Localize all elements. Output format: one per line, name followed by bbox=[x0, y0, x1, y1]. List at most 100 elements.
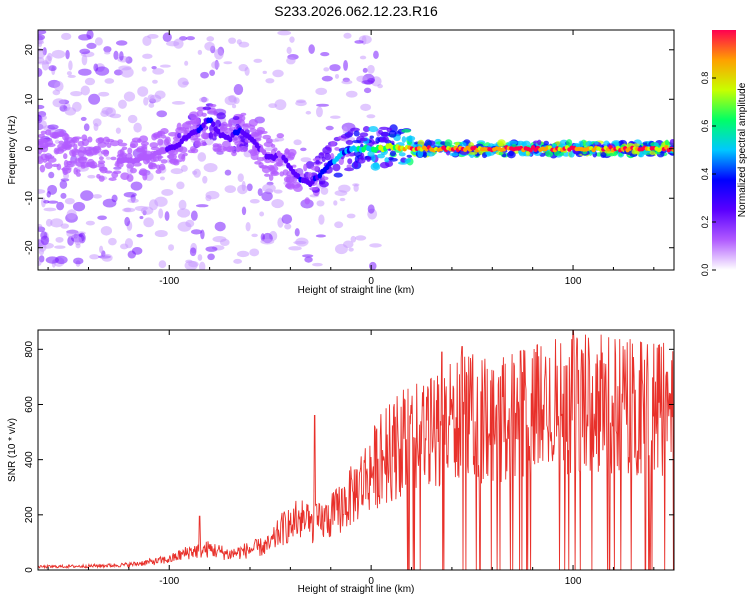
spectrogram-noise-blob bbox=[45, 218, 53, 227]
spectrogram-noise-blob bbox=[260, 233, 265, 242]
spectrogram-blob bbox=[155, 169, 162, 174]
spectrogram-noise-blob bbox=[214, 221, 226, 232]
spectrogram-blob bbox=[347, 130, 354, 136]
spectrogram-blob bbox=[376, 153, 385, 159]
spectrogram-blob bbox=[98, 160, 106, 165]
snr-x-ticks: -100 0 100 bbox=[47, 330, 655, 587]
spectrogram-noise-blob bbox=[103, 46, 112, 53]
spectrogram-x-ticks: -100 0 100 bbox=[47, 30, 655, 287]
spectrogram-noise-blob bbox=[321, 75, 333, 82]
spectrogram-noise-blob bbox=[346, 213, 356, 219]
spectrogram-noise-blob bbox=[259, 211, 265, 217]
spectrogram-blob bbox=[57, 143, 66, 150]
spectrogram-noise-blob bbox=[284, 223, 292, 230]
spectrogram-noise-blob bbox=[205, 194, 212, 202]
spectrogram-y-ticks: -20 -10 0 10 20 bbox=[24, 44, 674, 255]
spectrogram-noise-blob bbox=[113, 50, 119, 60]
spectrogram-blob bbox=[366, 156, 371, 162]
spectrogram-frame bbox=[37, 29, 675, 271]
spectrogram-noise-blob bbox=[47, 124, 59, 130]
spectrogram-noise-blob bbox=[209, 69, 216, 76]
spectrogram-noise-blob bbox=[224, 169, 232, 176]
spectrogram-noise-blob bbox=[207, 253, 215, 261]
spectrogram-blob bbox=[200, 132, 209, 140]
spectrogram-noise-blob bbox=[54, 139, 60, 144]
spectrogram-noise-blob bbox=[78, 68, 92, 76]
spectrogram-noise-blob bbox=[86, 42, 97, 50]
spectrogram-noise-blob bbox=[238, 41, 250, 48]
spectrogram-blob bbox=[545, 150, 554, 158]
spectrogram-noise-blob bbox=[123, 91, 136, 102]
spectrogram-blob bbox=[87, 136, 93, 143]
spectrogram-noise-blob bbox=[81, 54, 88, 66]
spectrogram-blob bbox=[370, 162, 381, 171]
snr-ytick-label: 600 bbox=[24, 396, 35, 413]
spectrogram-blob bbox=[188, 111, 199, 119]
spectrogram-blob bbox=[310, 165, 320, 171]
spectrogram-noise-blob bbox=[164, 211, 170, 221]
spectrogram-noise-blob bbox=[64, 197, 75, 205]
spectrogram-xtick-label: 0 bbox=[368, 276, 374, 287]
spectrogram-noise-blob bbox=[52, 98, 66, 108]
spectrogram-blob bbox=[585, 141, 591, 147]
spectrogram-blob bbox=[139, 135, 149, 143]
spectrogram-noise-blob bbox=[300, 147, 307, 152]
spectrogram-blob bbox=[136, 146, 145, 153]
spectrogram-blob bbox=[179, 127, 187, 131]
spectrogram-noise-blob bbox=[373, 50, 379, 59]
spectrogram-noise-blob bbox=[312, 262, 323, 267]
spectrogram-blob bbox=[44, 162, 53, 170]
spectrogram-blob bbox=[631, 149, 638, 155]
spectrogram-blob bbox=[44, 155, 55, 160]
spectrogram-noise-blob bbox=[316, 103, 330, 107]
spectrogram-noise-blob bbox=[66, 71, 72, 76]
spectrogram-blob bbox=[104, 170, 113, 174]
spectrogram-blob bbox=[417, 149, 424, 158]
spectrogram-noise-blob bbox=[115, 40, 128, 46]
spectrogram-blob bbox=[352, 139, 362, 144]
spectrogram-blob bbox=[56, 163, 62, 171]
spectrogram-blob bbox=[98, 156, 104, 161]
spectrogram-noise-blob bbox=[123, 207, 132, 212]
spectrogram-noise-blob bbox=[302, 254, 314, 258]
spectrogram-noise-blob bbox=[97, 215, 107, 221]
spectrogram-noise-blob bbox=[148, 102, 155, 108]
spectrogram-noise-blob bbox=[173, 38, 184, 49]
spectrogram-blob bbox=[340, 133, 351, 139]
spectrogram-noise-blob bbox=[190, 229, 202, 235]
spectrogram-blob bbox=[193, 117, 201, 126]
spectrogram-blob bbox=[62, 169, 68, 176]
spectrogram-noise-blob bbox=[158, 260, 167, 269]
spectrogram-blob bbox=[362, 126, 370, 133]
spectrogram-noise-blob bbox=[67, 74, 76, 78]
spectrogram-noise-blob bbox=[124, 238, 134, 249]
spectrogram-noise-blob bbox=[262, 183, 276, 193]
spectrogram-blob bbox=[608, 152, 615, 157]
spectrogram-blob bbox=[84, 146, 93, 152]
spectrogram-blob bbox=[649, 150, 656, 156]
spectrogram-noise-blob bbox=[228, 95, 237, 103]
spectrogram-noise-blob bbox=[156, 110, 168, 118]
spectrogram-blob bbox=[401, 129, 412, 133]
spectrogram-noise-blob bbox=[315, 106, 323, 118]
snr-ytick-label: 400 bbox=[24, 451, 35, 468]
spectrogram-noise-blob bbox=[257, 188, 263, 197]
spectrogram-ridge-point bbox=[215, 128, 221, 135]
spectrogram-noise-blob bbox=[38, 104, 45, 110]
spectrogram-blob bbox=[39, 164, 46, 173]
spectrogram-noise-blob bbox=[148, 199, 159, 211]
spectrogram-noise-blob bbox=[38, 226, 46, 233]
spectrogram-blob bbox=[291, 164, 297, 168]
spectrogram-blob bbox=[346, 164, 352, 169]
spectrogram-noise-blob bbox=[46, 191, 51, 198]
spectrogram-noise-blob bbox=[251, 233, 258, 238]
spectrogram-blob bbox=[249, 128, 257, 133]
spectrogram-noise-blob bbox=[118, 65, 132, 71]
spectrogram-noise-blob bbox=[154, 229, 168, 238]
spectrogram-noise-blob bbox=[193, 168, 201, 178]
spectrogram-blob bbox=[242, 123, 250, 131]
spectrogram-noise-blob bbox=[131, 246, 143, 255]
spectrogram-blob bbox=[81, 134, 88, 142]
spectrogram-noise-blob bbox=[305, 110, 312, 115]
spectrogram-blob bbox=[150, 146, 160, 151]
